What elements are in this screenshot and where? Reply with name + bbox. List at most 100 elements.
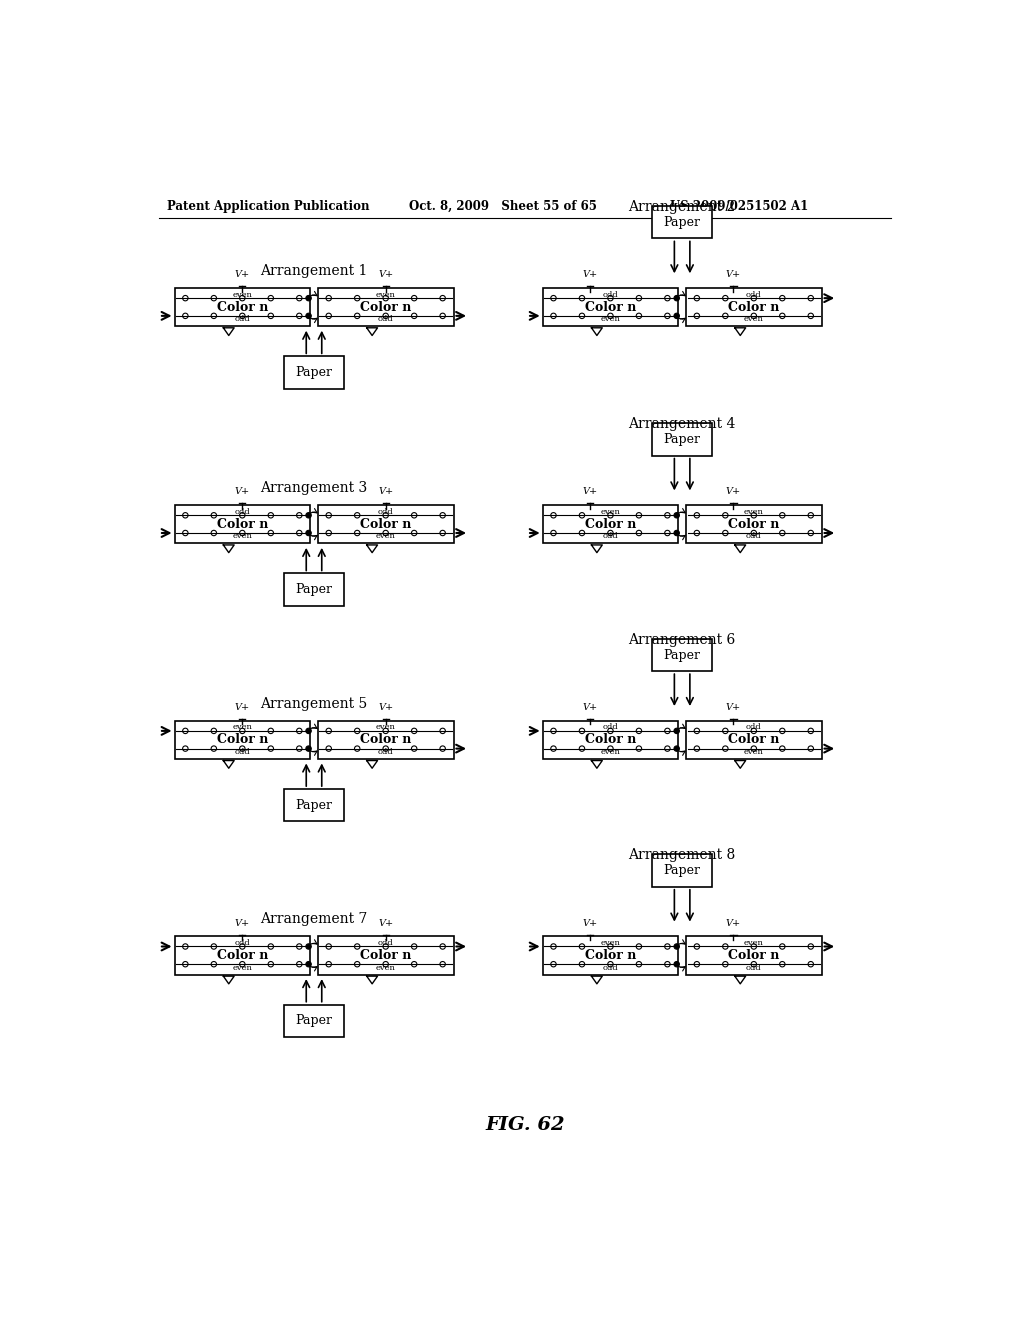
Bar [543,936,678,974]
Circle shape [306,313,311,318]
Circle shape [674,296,679,301]
Text: odd: odd [234,748,250,756]
Text: Arrangement 2: Arrangement 2 [629,199,736,214]
Text: odd: odd [378,748,393,756]
Text: Arrangement 3: Arrangement 3 [260,480,368,495]
Text: even: even [743,748,764,756]
Text: Color n: Color n [728,949,779,962]
Text: V+: V+ [726,271,741,280]
Text: Color n: Color n [217,301,268,314]
Bar [284,1005,344,1038]
Text: V+: V+ [378,487,393,496]
Text: Paper: Paper [296,1014,333,1027]
Text: V+: V+ [583,487,598,496]
Text: even: even [600,315,621,323]
Bar [543,721,678,759]
Text: odd: odd [602,290,618,298]
Text: Arrangement 5: Arrangement 5 [260,697,368,710]
Circle shape [306,296,311,301]
Text: even: even [376,532,395,540]
Text: even: even [743,315,764,323]
Text: even: even [600,939,621,946]
Bar [686,288,821,326]
Circle shape [674,746,679,751]
Text: Color n: Color n [360,733,412,746]
Circle shape [306,961,311,968]
Text: V+: V+ [726,704,741,711]
Bar [652,206,713,239]
Text: odd: odd [234,508,250,516]
Bar [174,506,310,544]
Text: odd: odd [745,290,762,298]
Text: Arrangement 8: Arrangement 8 [629,849,736,862]
Text: V+: V+ [378,704,393,711]
Bar [686,936,821,974]
Text: V+: V+ [583,919,598,928]
Text: Paper: Paper [664,433,700,446]
Text: even: even [600,508,621,516]
Text: US 2009/0251502 A1: US 2009/0251502 A1 [671,199,809,213]
Bar [174,936,310,974]
Text: odd: odd [745,532,762,540]
Bar [317,288,454,326]
Text: Color n: Color n [217,949,268,962]
Text: Paper: Paper [664,865,700,878]
Bar [284,356,344,388]
Text: Arrangement 4: Arrangement 4 [629,417,736,432]
Text: Color n: Color n [585,733,636,746]
Text: odd: odd [234,939,250,946]
Text: Color n: Color n [217,517,268,531]
Text: even: even [232,964,252,972]
Text: Color n: Color n [360,949,412,962]
Text: even: even [232,290,252,298]
Text: Arrangement 1: Arrangement 1 [260,264,368,277]
Bar [652,639,713,671]
Text: Color n: Color n [585,517,636,531]
Text: Patent Application Publication: Patent Application Publication [167,199,370,213]
Bar [284,789,344,821]
Text: odd: odd [745,723,762,731]
Text: V+: V+ [378,271,393,280]
Text: even: even [376,290,395,298]
Text: Oct. 8, 2009   Sheet 55 of 65: Oct. 8, 2009 Sheet 55 of 65 [410,199,597,213]
Bar [317,936,454,974]
Text: Color n: Color n [585,949,636,962]
Text: FIG. 62: FIG. 62 [485,1115,564,1134]
Circle shape [306,512,311,517]
Text: V+: V+ [583,271,598,280]
Circle shape [674,531,679,536]
Bar [317,721,454,759]
Bar [686,506,821,544]
Text: even: even [232,723,252,731]
Text: even: even [743,939,764,946]
Text: Paper: Paper [664,215,700,228]
Text: even: even [743,508,764,516]
Circle shape [306,729,311,734]
Bar [174,721,310,759]
Text: Color n: Color n [728,517,779,531]
Text: odd: odd [602,964,618,972]
Text: Arrangement 6: Arrangement 6 [629,632,736,647]
Text: V+: V+ [234,704,250,711]
Text: Paper: Paper [664,648,700,661]
Text: V+: V+ [726,487,741,496]
Text: Color n: Color n [728,733,779,746]
Text: odd: odd [378,508,393,516]
Text: Color n: Color n [728,301,779,314]
Text: Color n: Color n [360,301,412,314]
Circle shape [674,944,679,949]
Text: odd: odd [602,532,618,540]
Bar [543,506,678,544]
Circle shape [306,746,311,751]
Text: V+: V+ [726,919,741,928]
Text: odd: odd [745,964,762,972]
Bar [543,288,678,326]
Text: odd: odd [378,939,393,946]
Circle shape [674,729,679,734]
Text: even: even [376,723,395,731]
Text: V+: V+ [234,487,250,496]
Circle shape [674,313,679,318]
Text: Color n: Color n [585,301,636,314]
Text: even: even [232,532,252,540]
Text: V+: V+ [234,271,250,280]
